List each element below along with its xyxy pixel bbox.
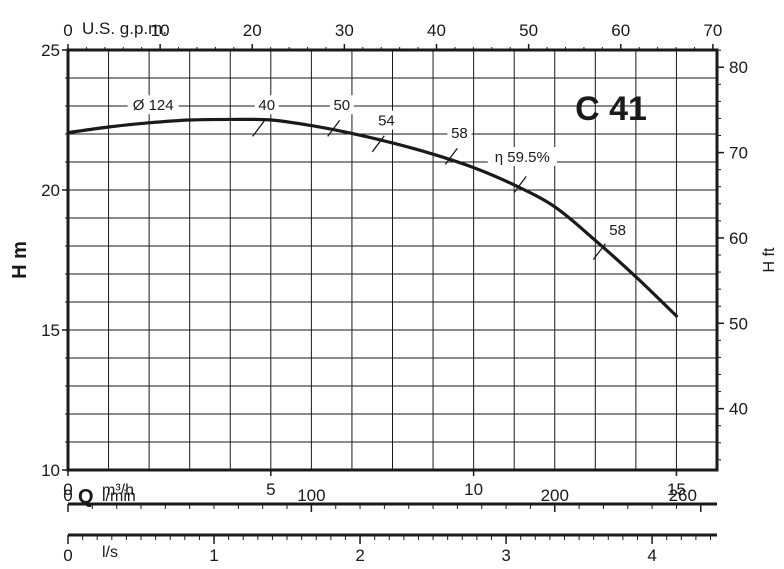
y-right-tick-label: 50 [729,314,748,333]
y-right-tick-label: 40 [729,400,748,419]
x-ls-tick-label: 2 [355,546,364,565]
data-point [513,184,515,186]
x-ls-tick-label: 0 [63,546,72,565]
y-right-tick-label: 60 [729,229,748,248]
annotations-layer: Ø 124 40 50 54 58 η 59.5% 58 [127,95,630,260]
annotation-bg [329,95,354,115]
x-top-tick-label: 20 [243,21,262,40]
annotation-label: Ø 124 [133,97,174,114]
y-right-tick-label: 70 [729,144,748,163]
series-layer [66,117,679,318]
data-point [391,142,394,144]
x-lmin-tick-label: 200 [541,486,569,505]
data-point [107,126,110,128]
data-point [432,153,434,155]
x-top-axis-label: U.S. g.p.m. [82,19,167,38]
x-main-axis-unit: m³/h [102,482,134,499]
annotation-tick [327,120,341,137]
data-point [148,122,150,124]
annotation-label: 54 [378,113,395,130]
grid [68,50,717,470]
plot-frame [62,44,724,544]
x-top-tick-label: 70 [703,21,722,40]
data-point [675,315,678,317]
data-point [188,119,191,121]
y-left-axis-label: H m [9,241,31,279]
y-left-tick-label: 20 [41,181,60,200]
data-point [594,239,597,242]
x-main-tick-label: 15 [667,480,686,499]
annotation-tick [444,148,458,165]
data-point [351,132,353,135]
data-point [229,118,232,121]
annotation-bg [254,95,279,115]
annotation-bg [127,95,179,115]
annotation-bg [487,147,557,166]
x-lmin-tick-label: 0 [63,486,72,505]
x-top-tick-label: 10 [151,21,170,40]
x-main-tick-label: 5 [266,480,275,499]
annotation-bg [605,219,630,239]
data-point [553,206,556,208]
annotation-label: 50 [333,97,350,114]
annotation-bg [374,110,399,130]
x-top-tick-label: 40 [427,21,446,40]
data-point [270,119,272,121]
data-point [635,276,637,278]
x-main-axis-q: Q [78,486,94,508]
x-ls-tick-label: 1 [209,546,218,565]
x-lmin-tick-label: 260 [669,486,697,505]
data-point [67,131,69,134]
annotation-tick [513,176,527,193]
annotation-bg [447,123,472,143]
annotation-label: 58 [609,222,626,239]
x-top-tick-label: 0 [63,21,72,40]
annotation-label: 58 [451,125,468,142]
x-ls-tick-label: 3 [501,546,510,565]
y-left-tick-label: 15 [41,321,60,340]
series-line-head-curve [66,117,679,318]
annotation-label: η 59.5% [495,149,550,166]
x-top-tick-label: 60 [611,21,630,40]
y-left-tick-label: 25 [41,41,60,60]
annotation-tick [371,135,385,153]
data-point [472,166,475,169]
x-top-tick-label: 30 [335,21,354,40]
x-lmin-axis-label: l/min [102,488,136,505]
plot-border [66,48,719,472]
x-ls-tick-label: 4 [647,546,656,565]
annotation-tick [252,120,266,137]
annotation-tick [592,243,606,260]
chart-title: C 41 [575,90,647,128]
data-point [310,124,313,127]
annotation-label: 40 [258,97,275,114]
x-main-tick-label: 10 [464,480,483,499]
y-right-axis-label: H ft [761,247,778,272]
x-lmin-tick-label: 100 [297,486,325,505]
x-main-tick-label: 0 [63,480,72,499]
x-ls-axis-label: l/s [102,544,118,561]
y-right-tick-label: 80 [729,58,748,77]
x-top-tick-label: 50 [519,21,538,40]
y-left-tick-label: 10 [41,461,60,480]
